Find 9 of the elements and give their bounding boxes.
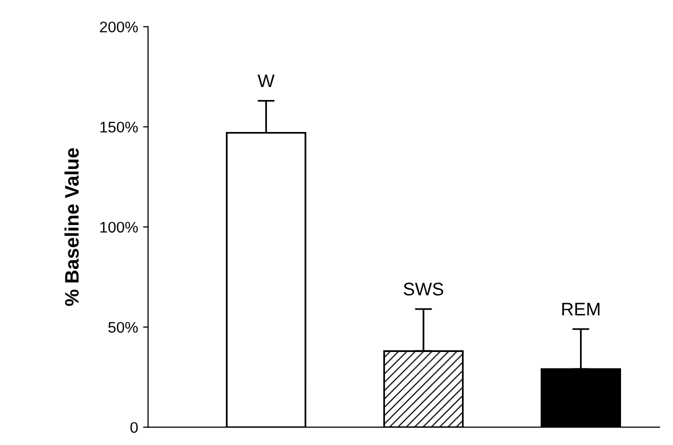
y-axis-title: % Baseline Value bbox=[64, 148, 79, 306]
y-tick-label: 0 bbox=[130, 422, 138, 433]
x-tick-label: SWS bbox=[404, 282, 444, 296]
y-tick-label: 200% bbox=[100, 22, 138, 32]
y-tick-label: 100% bbox=[100, 222, 138, 233]
x-tick-label: W bbox=[258, 74, 275, 88]
x-tick-label: REM bbox=[562, 302, 600, 316]
y-tick-label: 150% bbox=[100, 122, 138, 133]
y-tick-label: 50% bbox=[108, 322, 138, 333]
